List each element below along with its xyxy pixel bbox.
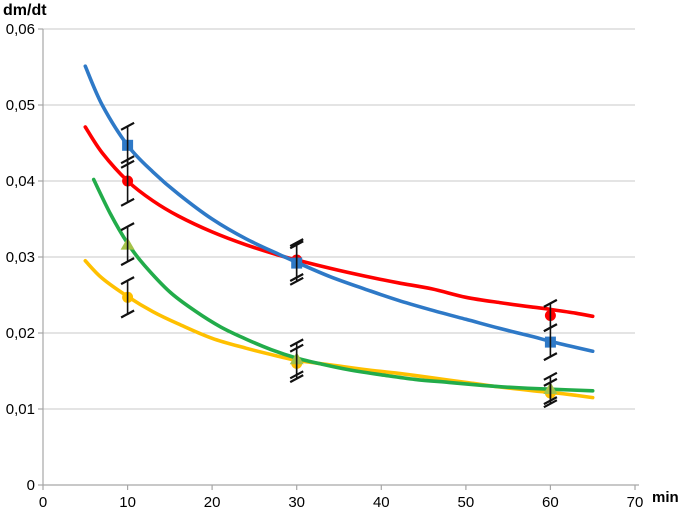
- error-bar-cap-green: [120, 257, 135, 267]
- x-tick-label: 30: [288, 494, 305, 511]
- error-bar-cap-yellow: [289, 374, 304, 384]
- x-tick-label: 20: [204, 494, 221, 511]
- y-tick-label: 0,03: [6, 249, 35, 266]
- y-tick-label: 0: [27, 477, 35, 494]
- error-bar-cap-green: [543, 371, 558, 381]
- error-bar-cap-green: [543, 396, 558, 406]
- y-tick-label: 0,02: [6, 325, 35, 342]
- error-bar-cap-green: [289, 338, 304, 348]
- x-axis-title: min: [652, 489, 679, 506]
- y-tick-label: 0,06: [6, 21, 35, 38]
- error-bar-cap-red: [289, 238, 304, 248]
- x-tick-label: 0: [39, 494, 47, 511]
- error-bar-cap-green: [120, 222, 135, 232]
- error-bar-cap-blue: [289, 240, 304, 250]
- error-bar-cap-blue: [120, 159, 135, 169]
- x-tick-label: 40: [373, 494, 390, 511]
- x-tick-label: 70: [627, 494, 644, 511]
- x-tick-label: 60: [542, 494, 559, 511]
- trend-curve-blue: [83, 64, 595, 353]
- error-bar-cap-red: [120, 197, 135, 207]
- y-tick-label: 0,01: [6, 401, 35, 418]
- error-bar-cap-yellow: [120, 276, 135, 286]
- y-tick-label: 0,05: [6, 97, 35, 114]
- x-tick-label: 10: [119, 494, 136, 511]
- error-bar-cap-yellow: [543, 399, 558, 409]
- error-bar-cap-blue: [289, 276, 304, 286]
- error-bar-cap-blue: [543, 323, 558, 333]
- x-tick-label: 50: [458, 494, 475, 511]
- y-axis-title: dm/dt: [3, 2, 47, 19]
- error-bar-cap-blue: [543, 352, 558, 362]
- y-tick-label: 0,04: [6, 173, 35, 190]
- error-bar-cap-green: [289, 370, 304, 380]
- error-bar-cap-red: [543, 298, 558, 308]
- error-bar-cap-yellow: [120, 309, 135, 319]
- trend-curve-red: [83, 125, 595, 319]
- error-bar-cap-blue: [120, 121, 135, 131]
